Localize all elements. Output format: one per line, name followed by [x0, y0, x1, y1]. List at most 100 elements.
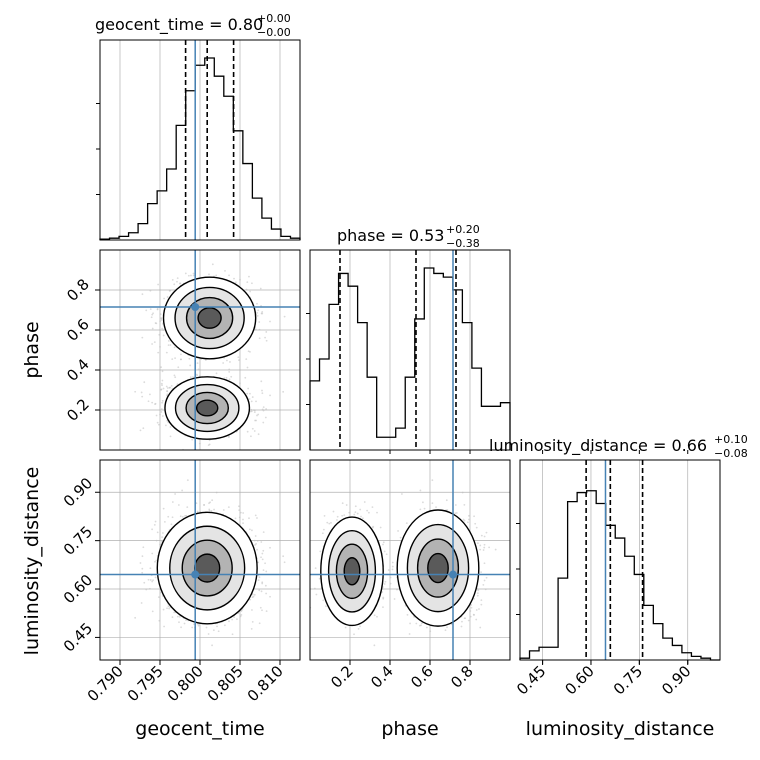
scatter-point — [147, 400, 150, 403]
scatter-point — [159, 313, 162, 315]
scatter-point — [283, 561, 286, 564]
scatter-point — [167, 605, 170, 608]
scatter-point — [247, 350, 250, 353]
scatter-point — [153, 341, 156, 344]
hist-bar — [186, 91, 196, 240]
scatter-point — [250, 627, 253, 630]
scatter-point — [149, 289, 152, 292]
scatter-point — [269, 394, 271, 397]
scatter-point — [240, 609, 243, 612]
scatter-point — [134, 390, 137, 393]
scatter-point — [261, 312, 264, 315]
scatter-point — [261, 311, 264, 313]
scatter-point — [245, 358, 248, 361]
scatter-point — [139, 429, 142, 432]
scatter-point — [262, 531, 265, 534]
scatter-point — [257, 309, 260, 312]
scatter-point — [153, 523, 156, 526]
scatter-point — [161, 536, 164, 539]
scatter-point — [260, 590, 263, 593]
scatter-point — [169, 344, 172, 346]
hist-bar — [167, 169, 177, 240]
scatter-point — [161, 379, 164, 382]
scatter-point — [154, 576, 157, 579]
scatter-point — [237, 356, 240, 359]
scatter-point — [262, 409, 265, 412]
scatter-point — [255, 419, 258, 422]
scatter-point — [269, 595, 271, 598]
scatter-point — [151, 401, 154, 404]
scatter-point — [256, 548, 258, 551]
scatter-point — [258, 337, 261, 340]
scatter-point — [192, 274, 195, 277]
scatter-point — [249, 392, 251, 395]
scatter-point — [258, 321, 261, 323]
scatter-point — [143, 581, 146, 584]
hist-bar — [396, 428, 406, 450]
scatter-point — [141, 555, 144, 558]
scatter-point — [176, 383, 179, 386]
scatter-point — [180, 353, 182, 356]
scatter-point — [197, 624, 200, 627]
scatter-point — [231, 618, 234, 621]
scatter-point — [215, 491, 218, 494]
scatter-point — [168, 290, 171, 292]
scatter-point — [168, 607, 170, 610]
hist-bar — [233, 131, 243, 240]
hist-bar — [148, 204, 158, 240]
scatter-point — [161, 399, 164, 402]
scatter-point — [141, 293, 144, 296]
scatter-point — [238, 359, 240, 362]
scatter-point — [211, 499, 214, 502]
scatter-point — [196, 362, 199, 364]
axes-frame — [99, 39, 301, 241]
hist-bar — [310, 381, 320, 450]
scatter-point — [159, 320, 162, 323]
scatter-point — [191, 438, 194, 441]
hist-bar — [462, 323, 472, 450]
scatter-point — [162, 507, 165, 510]
scatter-point — [212, 629, 215, 632]
scatter-point — [248, 275, 250, 278]
scatter-point — [217, 630, 220, 633]
scatter-point — [167, 515, 170, 518]
scatter-point — [222, 509, 225, 511]
scatter-point — [171, 616, 174, 619]
scatter-point — [166, 390, 169, 393]
scatter-point — [171, 516, 174, 519]
scatter-point — [171, 501, 174, 503]
hist-bar — [262, 218, 272, 240]
scatter-point — [177, 366, 180, 369]
scatter-point — [253, 430, 256, 432]
scatter-point — [230, 375, 233, 378]
hist-bar — [138, 224, 148, 240]
hist-bar — [568, 502, 578, 660]
scatter-point — [245, 288, 248, 291]
hist-bar — [271, 229, 281, 240]
hist-bar — [157, 191, 167, 240]
scatter-point — [261, 609, 263, 612]
hist-outline — [309, 267, 511, 450]
hist-bar — [205, 58, 215, 240]
scatter-point — [228, 368, 231, 371]
hist-bar — [539, 647, 549, 660]
scatter-point — [171, 278, 174, 281]
scatter-point — [261, 582, 264, 585]
scatter-point — [264, 336, 266, 339]
scatter-point — [145, 309, 148, 312]
scatter-point — [191, 626, 194, 629]
scatter-point — [158, 619, 161, 622]
scatter-point — [282, 390, 285, 393]
scatter-point — [254, 328, 257, 331]
hist-bar — [549, 647, 559, 660]
scatter-point — [253, 409, 255, 412]
hist-bar — [434, 273, 444, 450]
scatter-point — [155, 414, 158, 417]
scatter-point — [157, 596, 160, 599]
scatter-point — [257, 579, 260, 582]
scatter-point — [251, 282, 253, 285]
scatter-point — [181, 515, 184, 518]
scatter-point — [152, 312, 154, 315]
hist-bar — [329, 304, 339, 450]
scatter-point — [228, 378, 231, 381]
